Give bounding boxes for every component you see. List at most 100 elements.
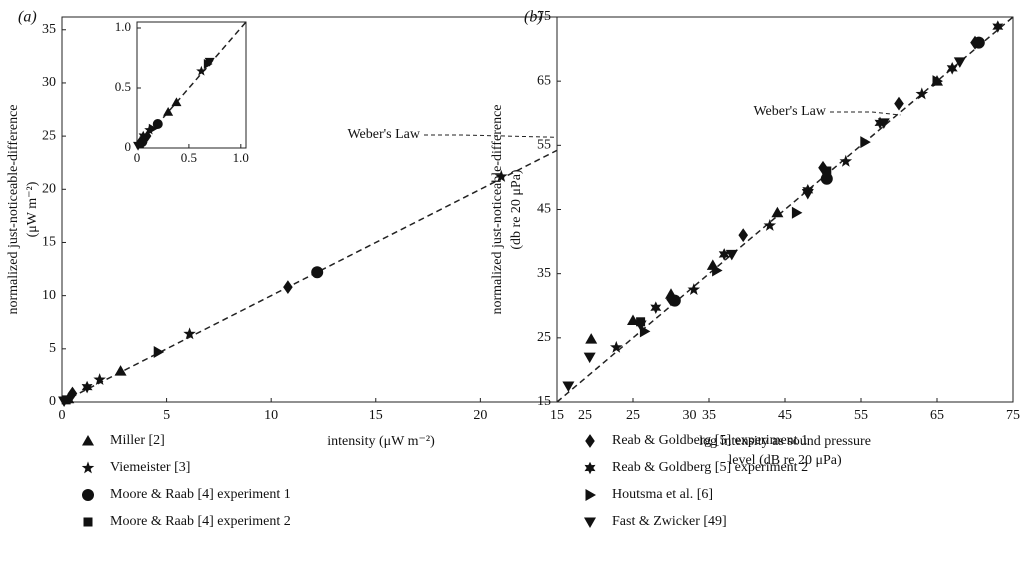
y-tick-label: 10 [42, 288, 56, 303]
legend-label: Miller [2] [110, 433, 165, 448]
data-point [311, 266, 324, 279]
legend-marker [81, 461, 95, 474]
x-tick-label: 30 [683, 408, 697, 423]
data-point [712, 264, 723, 277]
x-tick-label: 45 [778, 408, 792, 423]
y-tick-label: 25 [42, 128, 56, 143]
x-tick-label: 5 [163, 408, 170, 423]
data-point [791, 206, 803, 219]
legend-marker [83, 517, 93, 527]
x-axis-label: level (dB re 20 μPa) [728, 453, 842, 468]
data-point [495, 169, 508, 182]
y-tick-label: 1.0 [115, 19, 131, 34]
y-tick-label: 75 [537, 9, 551, 24]
y-tick-label: 5 [49, 341, 56, 356]
y-axis-label: normalized just-noticeable-difference [6, 104, 21, 314]
x-tick-label: 0.5 [181, 150, 197, 165]
x-tick-label: 55 [854, 408, 868, 423]
data-point [992, 20, 1004, 33]
y-tick-label: 15 [42, 235, 56, 250]
panel-label: (b) [524, 9, 543, 26]
legend-marker [585, 434, 595, 448]
y-tick-label: 0 [49, 394, 56, 409]
x-axis-label: log intensity as sound pressure [699, 434, 871, 449]
data-point [687, 283, 701, 296]
data-point [283, 280, 293, 295]
panel-label: (a) [18, 9, 37, 26]
x-tick-label: 25 [578, 408, 592, 423]
data-point [970, 35, 980, 50]
legend-label: Moore & Raab [4] experiment 1 [110, 487, 291, 502]
data-point [860, 136, 871, 149]
legend-marker [82, 435, 94, 446]
data-point [183, 327, 196, 340]
data-point [839, 154, 853, 167]
data-point [171, 97, 182, 107]
y-tick-label: 0.5 [115, 79, 131, 94]
x-tick-label: 0 [59, 408, 66, 423]
data-point [915, 87, 929, 100]
legend-marker [82, 489, 94, 501]
legend-marker [584, 517, 596, 528]
data-point [718, 248, 730, 261]
y-tick-label: 0 [125, 139, 132, 154]
x-tick-label: 10 [264, 408, 278, 423]
data-point [67, 386, 78, 401]
x-tick-label: 20 [473, 408, 487, 423]
data-point [133, 141, 144, 151]
data-point [763, 218, 777, 231]
legend-label: Fast & Zwicker [49] [612, 514, 727, 529]
y-axis-label: (μW m⁻²) [25, 181, 40, 237]
data-point [585, 333, 598, 344]
weber-line [136, 21, 247, 149]
data-point [204, 57, 215, 67]
data-point [820, 172, 833, 185]
annotation-leader [830, 111, 901, 116]
y-tick-label: 65 [537, 73, 551, 88]
data-point [634, 320, 647, 331]
y-tick-label: 45 [537, 202, 551, 217]
x-tick-label: 35 [702, 408, 716, 423]
legend-marker [584, 461, 596, 475]
y-axis-label: normalized just-noticeable-difference [490, 104, 505, 314]
legend-label: Reab & Goldberg [5] experiment 1 [612, 433, 808, 448]
y-tick-label: 20 [42, 182, 56, 197]
y-axis-label: (db re 20 μPa) [509, 169, 524, 250]
y-tick-label: 55 [537, 138, 551, 153]
y-tick-label: 35 [42, 22, 56, 37]
y-tick-label: 25 [537, 330, 551, 345]
data-point [58, 396, 71, 407]
data-point [650, 301, 662, 314]
plot-frame [556, 16, 1014, 403]
legend-label: Moore & Raab [4] experiment 2 [110, 514, 291, 529]
data-point [163, 107, 174, 116]
y-tick-label: 30 [42, 75, 56, 90]
x-axis-label: intensity (μW m⁻²) [327, 434, 435, 449]
data-point [874, 116, 886, 130]
data-point [114, 365, 127, 376]
legend-label: Viemeister [3] [110, 460, 190, 475]
y-tick-label: 15 [537, 394, 551, 409]
data-point [771, 206, 784, 218]
data-point [93, 373, 106, 386]
annotation-leader [424, 134, 588, 139]
inset: 0 0.5 1.0 0 0.5 1.0 [115, 19, 249, 165]
panel: 15 25 35 45 55 65 75 15 25 35 45 55 65 75 Weber's Law (… [490, 9, 1020, 469]
data-point [877, 118, 890, 129]
legend-label: Houtsma et al. [6] [612, 487, 713, 502]
x-tick-label: 15 [369, 408, 383, 423]
data-point [583, 352, 596, 364]
data-point [81, 380, 93, 394]
data-point [818, 160, 828, 175]
x-tick-label: 25 [626, 408, 640, 423]
data-point [801, 188, 814, 200]
x-tick-label: 15 [550, 408, 564, 423]
x-tick-label: 65 [930, 408, 944, 423]
data-point [610, 340, 623, 353]
data-point [894, 96, 904, 111]
annotation: Weber's Law [347, 127, 420, 142]
data-point [196, 65, 207, 76]
annotation: Weber's Law [753, 104, 826, 119]
data-point [138, 130, 148, 142]
